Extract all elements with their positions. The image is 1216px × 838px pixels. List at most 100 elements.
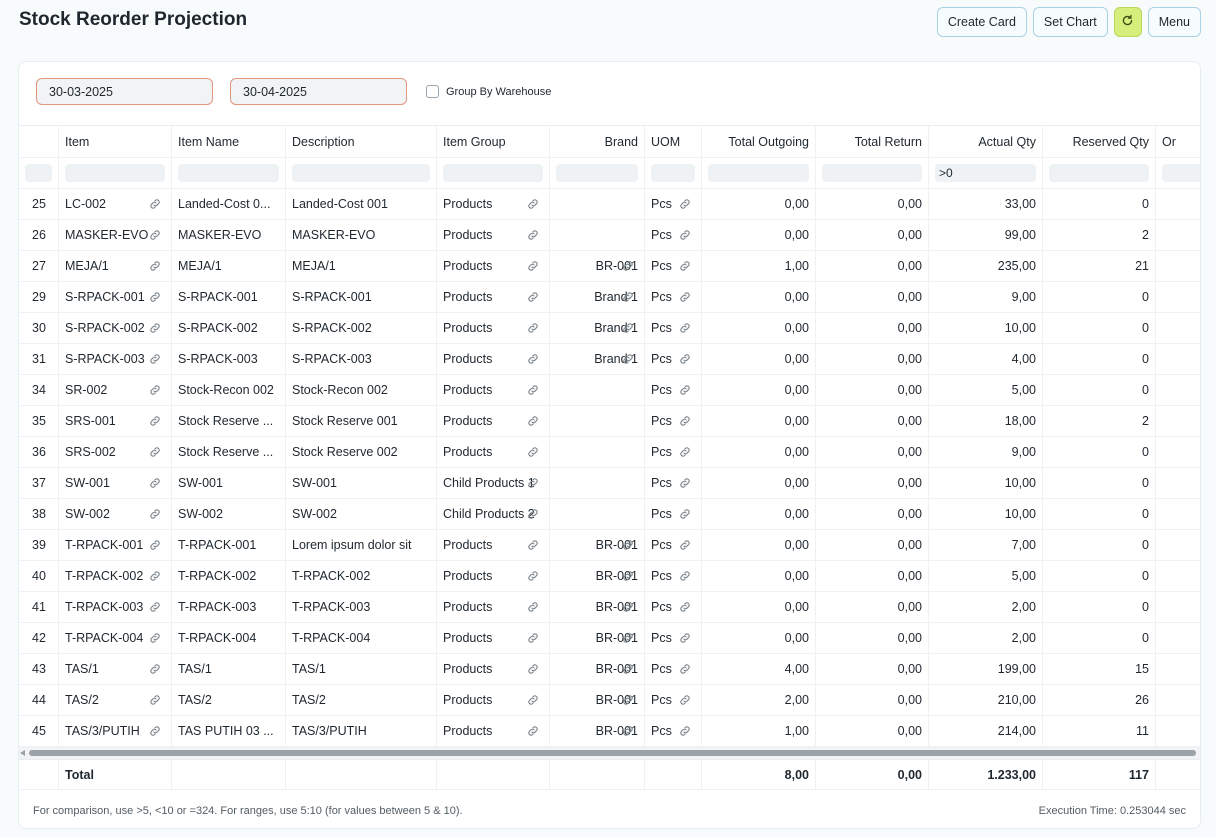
link-icon[interactable] [679,632,691,644]
table-row[interactable]: 29 S-RPACK-001 S-RPACK-001 S-RPACK-001 Produ… [19,282,1200,313]
link-icon[interactable] [527,415,539,427]
column-header-brand[interactable]: Brand [550,126,645,157]
link-icon[interactable] [679,446,691,458]
cell-uom[interactable]: Pcs [645,561,702,591]
cell-uom[interactable]: Pcs [645,375,702,405]
link-icon[interactable] [527,353,539,365]
column-header-item-group[interactable]: Item Group [437,126,550,157]
link-icon[interactable] [149,353,161,365]
link-icon[interactable] [527,446,539,458]
link-icon[interactable] [622,353,634,365]
cell-uom[interactable]: Pcs [645,530,702,560]
cell-item[interactable]: S-RPACK-001 [59,282,172,312]
cell-item[interactable]: T-RPACK-004 [59,623,172,653]
link-icon[interactable] [622,539,634,551]
column-header-item-name[interactable]: Item Name [172,126,286,157]
link-icon[interactable] [527,198,539,210]
cell-uom[interactable]: Pcs [645,654,702,684]
filter-input-total-outgoing[interactable] [708,164,809,182]
cell-uom[interactable]: Pcs [645,220,702,250]
table-row[interactable]: 45 TAS/3/PUTIH TAS PUTIH 03 ... TAS/3/PUTIH… [19,716,1200,747]
table-row[interactable]: 40 T-RPACK-002 T-RPACK-002 T-RPACK-002 Produ… [19,561,1200,592]
cell-brand[interactable]: BR-001 [550,561,645,591]
table-row[interactable]: 27 MEJA/1 MEJA/1 MEJA/1 Products BR-001 Pcs 1,0… [19,251,1200,282]
table-row[interactable]: 26 MASKER-EVO MASKER-EVO MASKER-EVO Products… [19,220,1200,251]
column-header-item[interactable]: Item [59,126,172,157]
link-icon[interactable] [679,384,691,396]
cell-uom[interactable]: Pcs [645,592,702,622]
table-row[interactable]: 34 SR-002 Stock-Recon 002 Stock-Recon 002 Pr… [19,375,1200,406]
link-icon[interactable] [149,601,161,613]
link-icon[interactable] [679,291,691,303]
filter-input-actual-qty[interactable]: >0 [935,164,1036,182]
cell-brand[interactable]: BR-001 [550,716,645,746]
cell-item-group[interactable]: Products [437,623,550,653]
link-icon[interactable] [679,198,691,210]
scrollbar-thumb[interactable] [29,750,1196,756]
cell-uom[interactable]: Pcs [645,344,702,374]
cell-brand[interactable] [550,406,645,436]
cell-brand[interactable] [550,375,645,405]
cell-item-group[interactable]: Products [437,654,550,684]
cell-item-group[interactable]: Products [437,592,550,622]
cell-item-group[interactable]: Child Products 1 [437,468,550,498]
cell-item[interactable]: T-RPACK-001 [59,530,172,560]
link-icon[interactable] [679,725,691,737]
table-row[interactable]: 42 T-RPACK-004 T-RPACK-004 T-RPACK-004 Produ… [19,623,1200,654]
cell-item-group[interactable]: Products [437,375,550,405]
link-icon[interactable] [622,663,634,675]
link-icon[interactable] [527,725,539,737]
cell-brand[interactable]: BR-001 [550,654,645,684]
link-icon[interactable] [149,725,161,737]
cell-brand[interactable]: BR-001 [550,530,645,560]
horizontal-scrollbar[interactable] [19,747,1200,759]
table-row[interactable]: 41 T-RPACK-003 T-RPACK-003 T-RPACK-003 Produ… [19,592,1200,623]
cell-item-group[interactable]: Products [437,189,550,219]
link-icon[interactable] [527,663,539,675]
link-icon[interactable] [527,260,539,272]
cell-uom[interactable]: Pcs [645,716,702,746]
link-icon[interactable] [527,632,539,644]
link-icon[interactable] [527,291,539,303]
link-icon[interactable] [622,694,634,706]
cell-brand[interactable] [550,437,645,467]
link-icon[interactable] [149,477,161,489]
column-header-total-outgoing[interactable]: Total Outgoing [702,126,816,157]
table-row[interactable]: 44 TAS/2 TAS/2 TAS/2 Products BR-001 Pcs 2,00 0,… [19,685,1200,716]
cell-brand[interactable] [550,189,645,219]
cell-item-group[interactable]: Products [437,220,550,250]
filter-input-or[interactable] [1162,164,1200,182]
scroll-left-icon[interactable] [20,750,25,756]
cell-item[interactable]: SRS-001 [59,406,172,436]
column-header-or[interactable]: Or [1156,126,1200,157]
link-icon[interactable] [679,539,691,551]
table-row[interactable]: 37 SW-001 SW-001 SW-001 Child Products 1 Pcs 0… [19,468,1200,499]
link-icon[interactable] [527,229,539,241]
filter-input-description[interactable] [292,164,430,182]
filter-input-brand[interactable] [556,164,638,182]
link-icon[interactable] [149,694,161,706]
cell-item[interactable]: SW-002 [59,499,172,529]
cell-item-group[interactable]: Child Products 2 [437,499,550,529]
group-by-warehouse-checkbox[interactable] [426,85,439,98]
cell-item-group[interactable]: Products [437,251,550,281]
link-icon[interactable] [622,725,634,737]
set-chart-button[interactable]: Set Chart [1032,7,1108,37]
table-row[interactable]: 39 T-RPACK-001 T-RPACK-001 Lorem ipsum dolo… [19,530,1200,561]
from-date-input[interactable]: 30-03-2025 [36,78,213,105]
filter-input-item[interactable] [65,164,165,182]
cell-brand[interactable]: BR-001 [550,592,645,622]
cell-uom[interactable]: Pcs [645,313,702,343]
cell-item-group[interactable]: Products [437,406,550,436]
cell-item[interactable]: TAS/3/PUTIH [59,716,172,746]
table-row[interactable]: 25 LC-002 Landed-Cost 0... Landed-Cost 001 P… [19,189,1200,220]
cell-brand[interactable]: BR-001 [550,251,645,281]
cell-brand[interactable]: Brand 1 [550,282,645,312]
link-icon[interactable] [622,570,634,582]
cell-item-group[interactable]: Products [437,561,550,591]
table-row[interactable]: 30 S-RPACK-002 S-RPACK-002 S-RPACK-002 Produ… [19,313,1200,344]
cell-brand[interactable] [550,220,645,250]
cell-brand[interactable]: Brand 1 [550,344,645,374]
link-icon[interactable] [527,508,539,520]
link-icon[interactable] [622,260,634,272]
